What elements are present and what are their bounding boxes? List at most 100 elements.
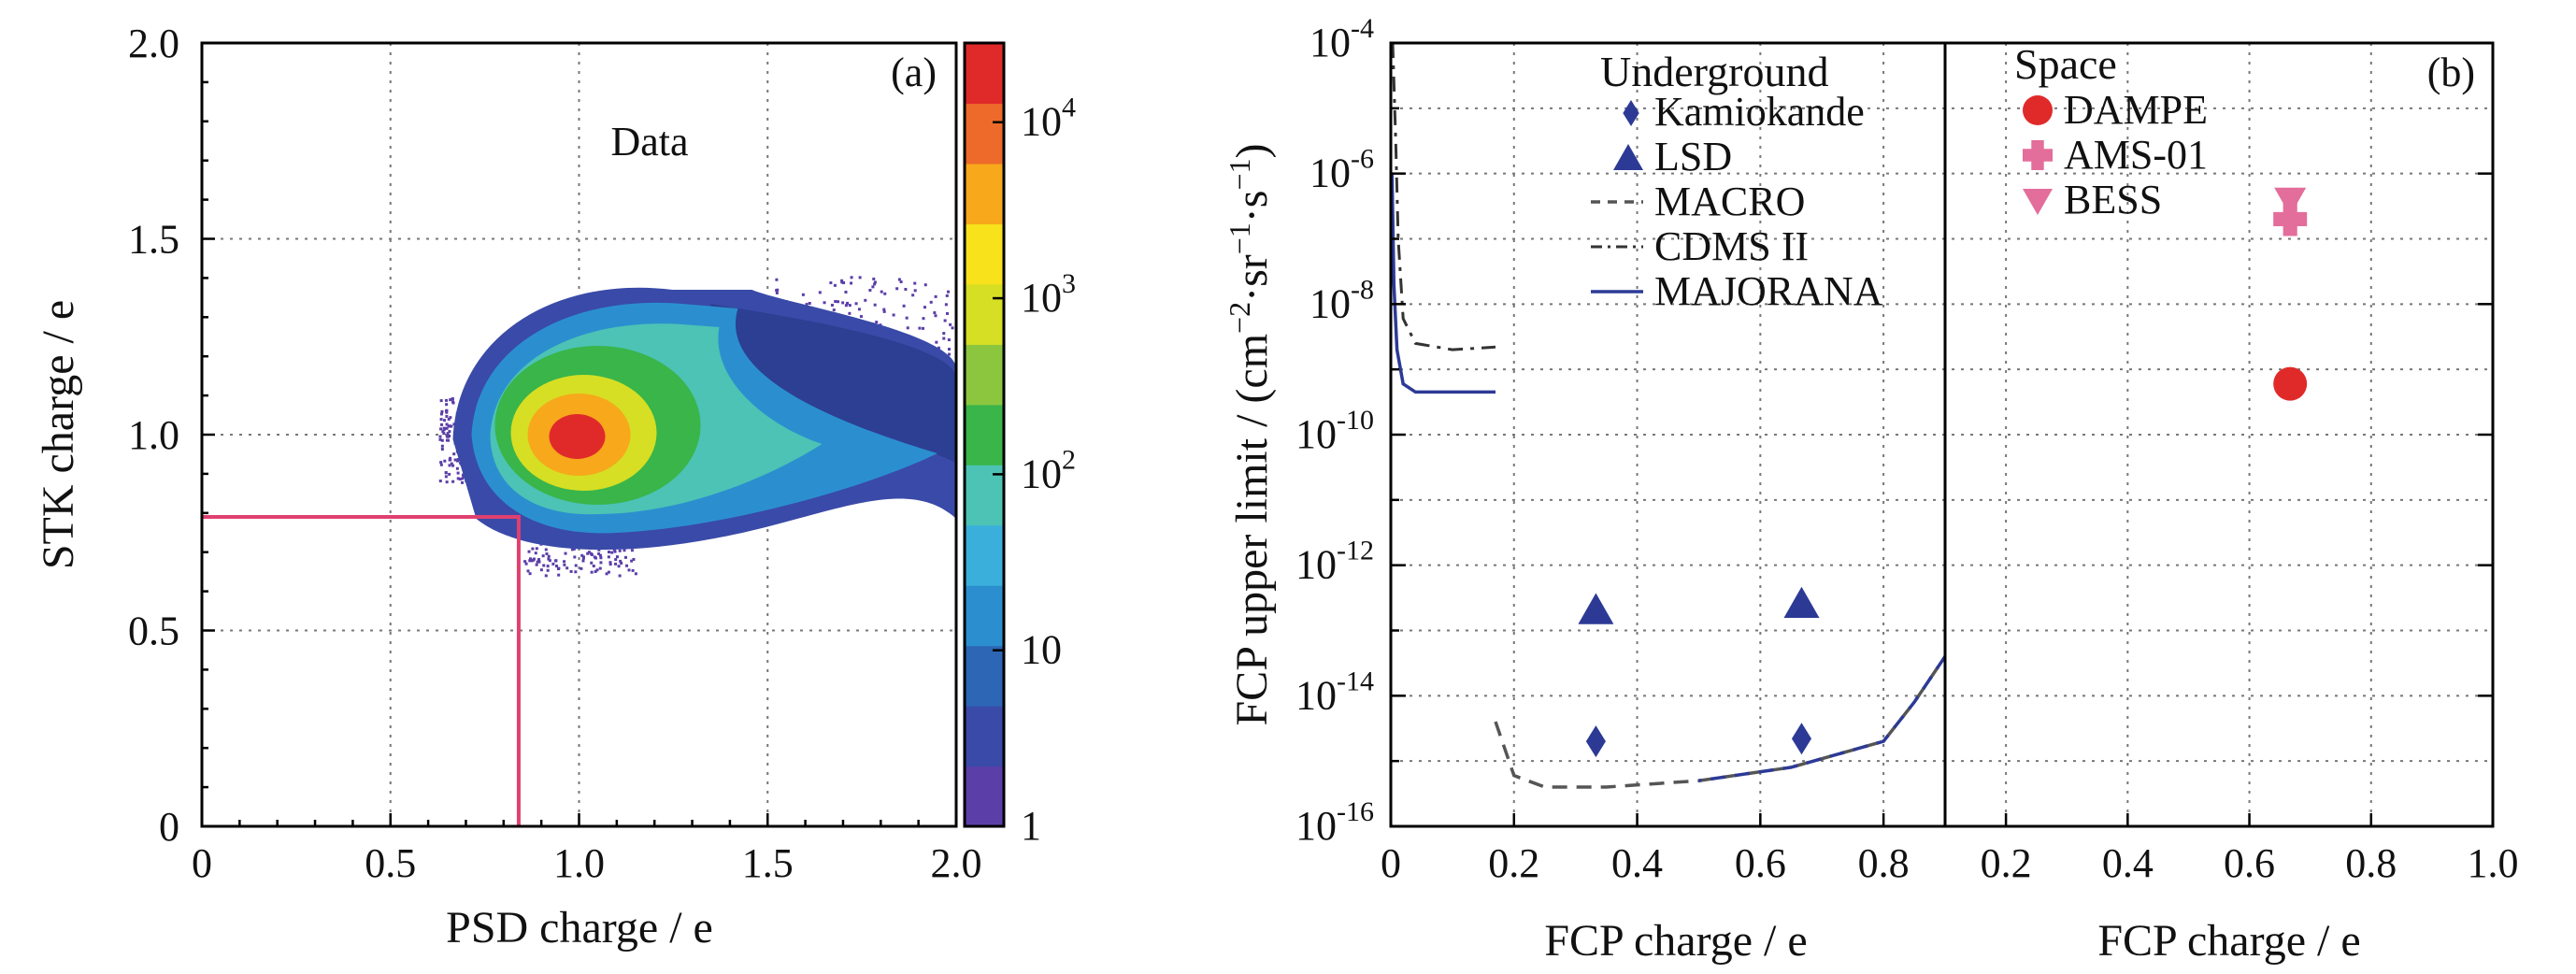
density-speckle [453, 458, 457, 462]
b-right-x-tick-label: 1.0 [2468, 840, 2519, 886]
density-speckle [439, 412, 443, 416]
density-speckle [449, 398, 452, 402]
density-speckle [614, 558, 618, 562]
data-annotation: Data [610, 119, 688, 165]
density-speckle [617, 565, 621, 568]
colorbar-segment [965, 404, 1004, 466]
colorbar-segment [965, 766, 1004, 827]
density-speckle [445, 438, 449, 442]
density-speckle [808, 302, 811, 306]
legend-bess: BESS [2023, 177, 2162, 222]
density-speckle [923, 283, 927, 287]
density-speckle [445, 408, 449, 412]
b-right-x-tick-label: 0.6 [2224, 840, 2275, 886]
density-speckle [546, 565, 550, 568]
density-speckle [844, 304, 848, 308]
a-y-tick-label: 1.5 [128, 217, 179, 263]
density-speckle [934, 314, 937, 318]
density-speckle [859, 315, 863, 319]
density-speckle [607, 555, 610, 559]
density-speckle [449, 416, 452, 420]
underground-x-axis-title: FCP charge / e [1544, 916, 1807, 966]
density-speckle [445, 410, 449, 414]
density-speckle [873, 282, 877, 286]
density-speckle [445, 403, 449, 407]
marker-kamiokande [1585, 725, 1606, 758]
density-speckle [619, 559, 623, 563]
legend-kamiokande-label: Kamiokande [1654, 89, 1865, 135]
density-speckle [618, 549, 622, 552]
colorbar-segment [965, 163, 1004, 224]
space-x-axis-title: FCP charge / e [2097, 916, 2360, 966]
density-speckle [445, 426, 449, 430]
density-speckle [440, 423, 444, 426]
density-speckle [634, 572, 637, 576]
density-speckle [625, 564, 629, 567]
b-left-x-tick-label: 0 [1381, 840, 1401, 886]
density-speckle [445, 398, 449, 402]
density-speckle [913, 289, 917, 293]
legend-dampe: DAMPE [2023, 87, 2208, 133]
density-speckle [528, 572, 532, 576]
density-speckle [551, 562, 555, 566]
density-speckle [904, 287, 908, 291]
density-speckle [610, 551, 614, 554]
curve-cdms-ii [1391, 43, 1496, 351]
curve-macro-tail [1698, 655, 1945, 782]
a-x-tick-label: 1.5 [742, 840, 794, 886]
density-speckle [580, 553, 584, 557]
density-speckle [443, 459, 447, 463]
density-speckle [587, 551, 591, 554]
density-speckle [607, 570, 610, 574]
density-speckle [935, 340, 938, 344]
panel-b: 10-16 10-14 10-12 10-10 10-8 10-6 10-4 0 0.2 0.4 0… [1223, 13, 2519, 966]
density-speckle [620, 562, 623, 566]
density-speckle [536, 560, 539, 564]
density-speckle [456, 458, 460, 462]
density-speckle [846, 301, 850, 305]
density-speckle [448, 430, 451, 434]
panel-b-y-axis-title: FCP upper limit / (cm−2·sr−1·s−1) [1223, 143, 1277, 725]
density-blob [438, 276, 956, 578]
colorbar-segment [965, 103, 1004, 165]
b-y-tick-label: 10-10 [1295, 405, 1374, 457]
density-speckle [581, 555, 585, 559]
colorbar-tick-label: 1 [1021, 803, 1041, 849]
density-speckle [897, 278, 901, 281]
b-y-tick-label: 10-14 [1295, 666, 1374, 718]
marker-lsd [1783, 586, 1820, 618]
density-speckle [873, 303, 877, 307]
panel-a-y-axis-title: STK charge / e [34, 300, 83, 569]
density-speckle [570, 548, 574, 551]
density-speckle [829, 281, 833, 285]
legend-macro-label: MACRO [1654, 179, 1805, 224]
density-speckle [444, 475, 448, 479]
density-speckle [608, 561, 612, 565]
density-speckle [840, 280, 844, 284]
panel-b-grid [1391, 43, 2493, 826]
density-speckle [630, 549, 634, 552]
density-speckle [539, 568, 543, 572]
density-speckle [455, 466, 459, 470]
density-speckle [918, 326, 922, 330]
density-speckle [595, 568, 599, 572]
space-legend: Space DAMPE AMS-01 BESS [2014, 40, 2208, 222]
density-speckle [848, 311, 852, 315]
density-speckle [899, 280, 903, 284]
colorbar-segment [965, 524, 1004, 586]
density-speckle [608, 563, 612, 566]
density-speckle [937, 346, 940, 350]
density-speckle [535, 563, 538, 566]
density-speckle [947, 348, 951, 351]
density-speckle [581, 559, 585, 563]
density-speckle [605, 572, 608, 576]
density-speckle [532, 557, 536, 561]
marker-kamiokande [1791, 723, 1812, 755]
legend-lsd: LSD [1613, 134, 1732, 179]
density-speckle [623, 549, 626, 552]
density-speckle [832, 308, 836, 312]
density-speckle [875, 321, 879, 324]
density-speckle [530, 559, 534, 563]
density-speckle [574, 564, 578, 567]
density-speckle [858, 276, 862, 279]
